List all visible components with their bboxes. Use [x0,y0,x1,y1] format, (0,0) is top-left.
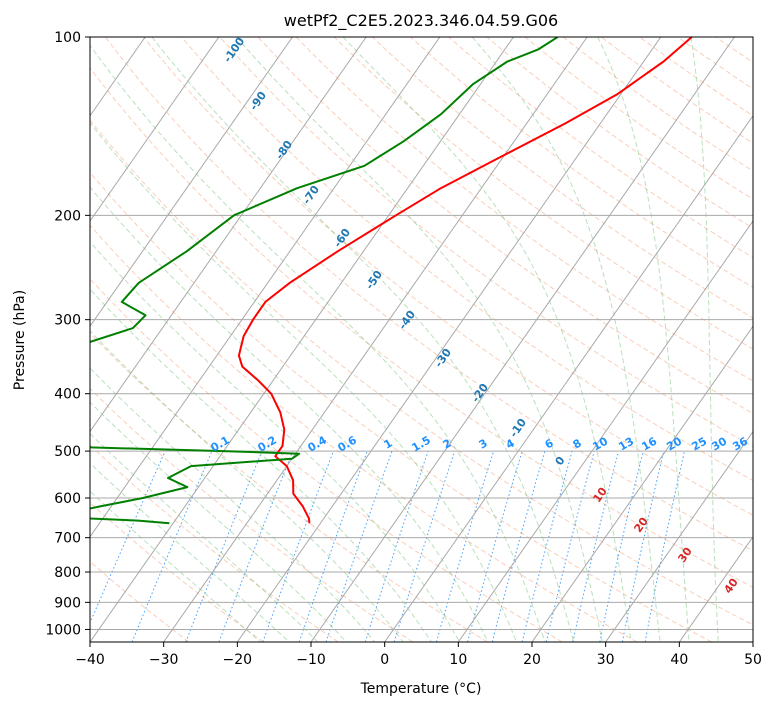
dry-adiabat-line [524,37,753,200]
isotherm-line [236,37,662,642]
dry-adiabat-line [90,119,753,626]
mixing-ratio-line [644,450,685,642]
moist-adiabat-line [90,122,517,642]
mixing-ratio-line [599,450,644,642]
moist-adiabat-line [90,490,261,642]
moist-adiabat-line [151,37,575,642]
temperature-line [237,37,693,524]
dewpoint-line [90,37,559,525]
mixing-ratio-line [467,450,523,642]
dry-adiabat-line [90,224,638,642]
mixing-ratio-line [364,450,429,642]
plot-frame [89,36,754,643]
isotherm-line [531,325,753,642]
x-tick-label: −10 [296,652,326,668]
mixing-ratio-line [521,450,573,642]
y-tick-label: 600 [54,491,81,507]
isotherm-line [384,114,753,642]
dry-adiabat-line [754,37,775,642]
dry-adiabat-line [295,37,753,382]
dry-adiabat-line [448,37,753,259]
moist-adiabat-line [342,37,632,642]
mixing-ratio-line [298,450,368,642]
x-tick-label: 40 [670,652,688,668]
x-tick-label: −20 [223,652,253,668]
moist-adiabat-line [471,37,661,642]
isotherm-line [163,37,588,642]
y-tick-label: 400 [54,387,81,403]
dry-adiabat-line [90,171,712,642]
mixing-ratio-line [621,450,665,642]
y-tick-label: 300 [54,313,81,329]
isotherm-line [310,37,735,642]
y-tick-label: 800 [54,565,81,581]
x-tick-label: −40 [75,652,105,668]
x-tick-label: 0 [380,652,389,668]
y-axis-label: Pressure (hPa) [12,290,28,390]
moist-adiabat-line [236,37,603,642]
x-axis-label: Temperature (°C) [360,681,482,697]
mixing-ratio-line [572,450,620,642]
y-tick-label: 100 [54,30,81,46]
moist-adiabat-line [90,44,546,642]
chart-title: wetPf2_C2E5.2023.346.04.59.G06 [284,11,558,31]
x-tick-label: −30 [149,652,179,668]
isotherm-line [90,37,367,433]
isotherm-line [457,220,753,642]
x-tick-label: 20 [523,652,541,668]
y-tick-label: 200 [54,208,81,224]
moist-adiabat-line [690,37,719,642]
grid [0,37,753,642]
dry-adiabat-line [333,37,753,350]
y-tick-label: 700 [54,531,81,547]
y-tick-label: 1000 [45,622,81,638]
dry-adiabat-line [372,37,753,319]
isotherm-line [90,37,293,328]
isotherm-line [752,641,753,642]
mixing-ratio-line [131,450,213,642]
isotherm-line [90,37,514,642]
mixing-ratio-line [491,450,546,642]
x-tick-label: 30 [597,652,615,668]
isotherm-line [678,535,753,642]
y-axis: 100 200 300 400 500 600 700 800 900 1000 [45,30,90,638]
moist-adiabat-line [90,367,376,642]
isotherm-line [90,37,441,538]
isotherm-line [0,37,72,642]
y-tick-label: 500 [54,444,81,460]
isotherm-line [605,430,753,642]
mixing-ratio-line [393,450,456,642]
x-axis: −40 −30 −20 −10 0 10 20 30 40 50 [75,642,762,668]
y-tick-label: 900 [54,595,81,611]
dry-adiabat-line [219,37,753,448]
mixing-ratio-line [325,450,393,642]
background-lines [90,37,775,642]
x-tick-label: 50 [744,652,762,668]
moist-adiabat-line [90,462,290,642]
isotherm-line [90,37,220,222]
series-group [90,37,693,525]
dry-adiabat-line [104,37,753,552]
moist-adiabat-line [597,37,690,642]
dry-adiabat-line [90,388,414,642]
dry-adiabat-line [90,278,563,642]
moist-adiabat-line [90,186,489,642]
mixing-ratio-line [435,450,495,642]
moist-adiabat-line [90,288,432,642]
x-tick-label: 10 [449,652,467,668]
dry-adiabat-line [90,67,753,588]
dry-adiabat-line [90,444,339,642]
dry-adiabat-line [90,502,264,642]
dry-adiabat-line [143,37,753,516]
moist-adiabat-line [90,241,461,642]
dry-adiabat-line [562,37,753,172]
